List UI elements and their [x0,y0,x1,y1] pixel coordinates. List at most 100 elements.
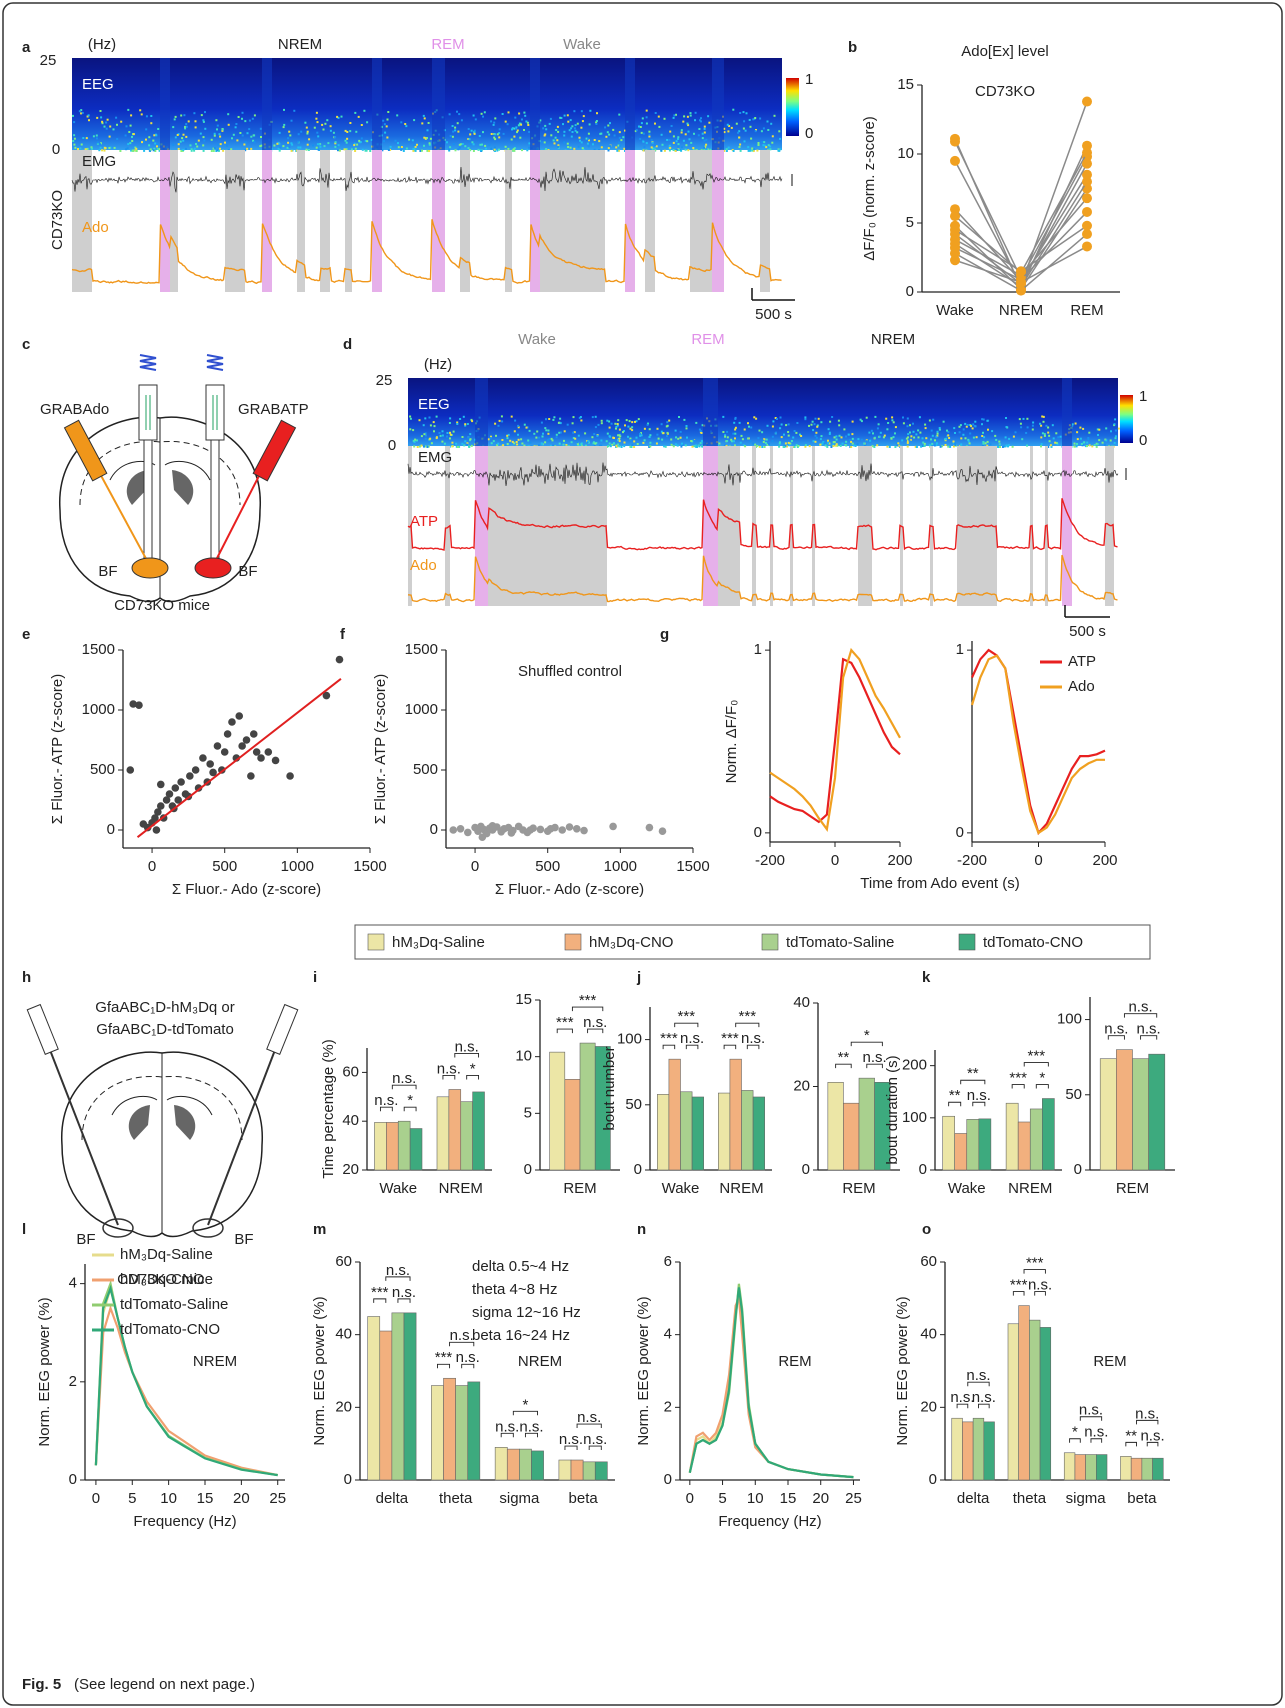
spectrogram-pixel [808,445,811,448]
spectrogram-pixel [851,433,854,436]
spectrogram-pixel [219,143,222,146]
x-tick-label: REM [842,1180,875,1197]
spectrogram-pixel [496,149,499,152]
spectrogram-rem [475,378,488,446]
x-tick-label: -200 [957,852,987,869]
spectrogram-pixel [549,444,552,447]
sig-bracket [972,1101,986,1107]
spectrogram-pixel [995,438,998,441]
spectrogram-pixel [570,135,573,138]
x-tick-label: 0 [686,1490,694,1507]
spectrogram-pixel [316,131,319,134]
spectrogram-pixel [244,120,247,123]
spectrogram-pixel [103,149,106,152]
x-tick-label: 500 [212,858,237,875]
spectrogram-pixel [88,119,90,122]
data-point [645,823,654,832]
spectrogram-pixel [735,122,738,125]
spectrogram-pixel [152,149,155,152]
data-point [1082,140,1092,151]
spectrogram-pixel [576,131,579,134]
spectrogram-pixel [515,441,518,443]
spectrogram-pixel [202,119,205,122]
spectrogram-pixel [593,148,596,151]
sig-label: n.s. [1140,1427,1164,1444]
spectrogram-pixel [763,141,766,144]
x-tick-label: 20 [233,1490,250,1507]
spectrogram-pixel [1026,444,1028,447]
spectrogram-pixel [472,114,475,117]
sig-label: ** [967,1065,979,1082]
spectrogram-pixel [507,111,510,114]
spectrogram-pixel [498,132,501,135]
spectrogram-pixel [888,446,891,448]
spectrogram-pixel [1052,437,1055,440]
x-tick-label: 1500 [676,858,709,875]
spectrogram-pixel [981,423,983,426]
spectrogram-pixel [728,125,731,127]
spectrogram-pixel [676,444,679,447]
data-point [271,756,280,765]
y-tick-label: 15 [515,991,532,1008]
data-point [174,796,183,804]
spectrogram-pixel [282,126,285,129]
spectrogram-pixel [606,419,609,422]
sig-label: ** [1125,1427,1137,1444]
spectrogram-pixel [584,432,587,435]
y-tick-label: 100 [617,1031,642,1048]
spectrogram-pixel [354,147,357,150]
spectrogram-pixel [451,445,454,448]
spectrogram-pixel [149,148,152,151]
spectrogram-pixel [695,444,698,447]
y-tick-label: 0 [929,1471,937,1488]
bar [455,1385,469,1481]
spectrogram-pixel [1076,443,1078,445]
spectrogram-pixel [677,136,680,139]
spectrogram-pixel [454,129,457,132]
spectrogram-pixel [426,446,429,448]
spectrogram-pixel [923,442,926,445]
chart-subtitle: CD73KO [975,83,1035,100]
spectrogram-pixel [683,418,686,421]
construct-label: GfaABC₁D-hM₃Dq or [95,999,235,1016]
spectrogram-pixel [423,117,426,120]
spectrogram-rem [712,58,724,150]
spectrogram-pixel [703,127,706,130]
spectrogram-pixel [1004,445,1007,448]
spectrogram-pixel [221,128,224,131]
spectrogram-pixel [744,129,747,132]
spectrogram-pixel [686,436,688,439]
spectrogram-pixel [315,111,318,114]
spectrogram-pixel [763,438,766,441]
spectrogram-pixel [558,442,561,445]
spectrogram-pixel [387,111,390,113]
spectrogram-pixel [567,120,570,123]
sig-bracket [449,1341,475,1347]
spectrogram-pixel [661,438,664,441]
spectrogram-pixel [657,115,660,118]
spectrogram-pixel [366,121,369,124]
spectrogram-pixel [984,442,987,445]
spectrogram-pixel [628,420,631,423]
syringe [26,1003,59,1055]
spectrogram-pixel [654,112,657,114]
panel-letter: g [660,626,669,643]
bar [668,1058,681,1171]
spectrogram-pixel [848,439,851,441]
spectrogram-pixel [383,140,385,143]
spectrogram-pixel [693,132,695,135]
y-tick-label: 500 [413,761,438,778]
spectrogram-pixel [215,119,218,122]
wake-shade [225,150,245,292]
spectrogram-pixel [479,149,482,152]
spectrogram-pixel [156,148,159,150]
spectrogram-pixel [606,131,609,134]
spectrogram-pixel [779,137,782,140]
spectrogram-pixel [690,141,693,144]
spectrogram-pixel [336,145,339,148]
spectrogram-pixel [870,429,873,432]
spectrogram-pixel [608,426,611,429]
spectrogram-pixel [642,140,645,143]
spectrogram-pixel [876,427,879,430]
colorbar-label: 1 [805,71,813,88]
